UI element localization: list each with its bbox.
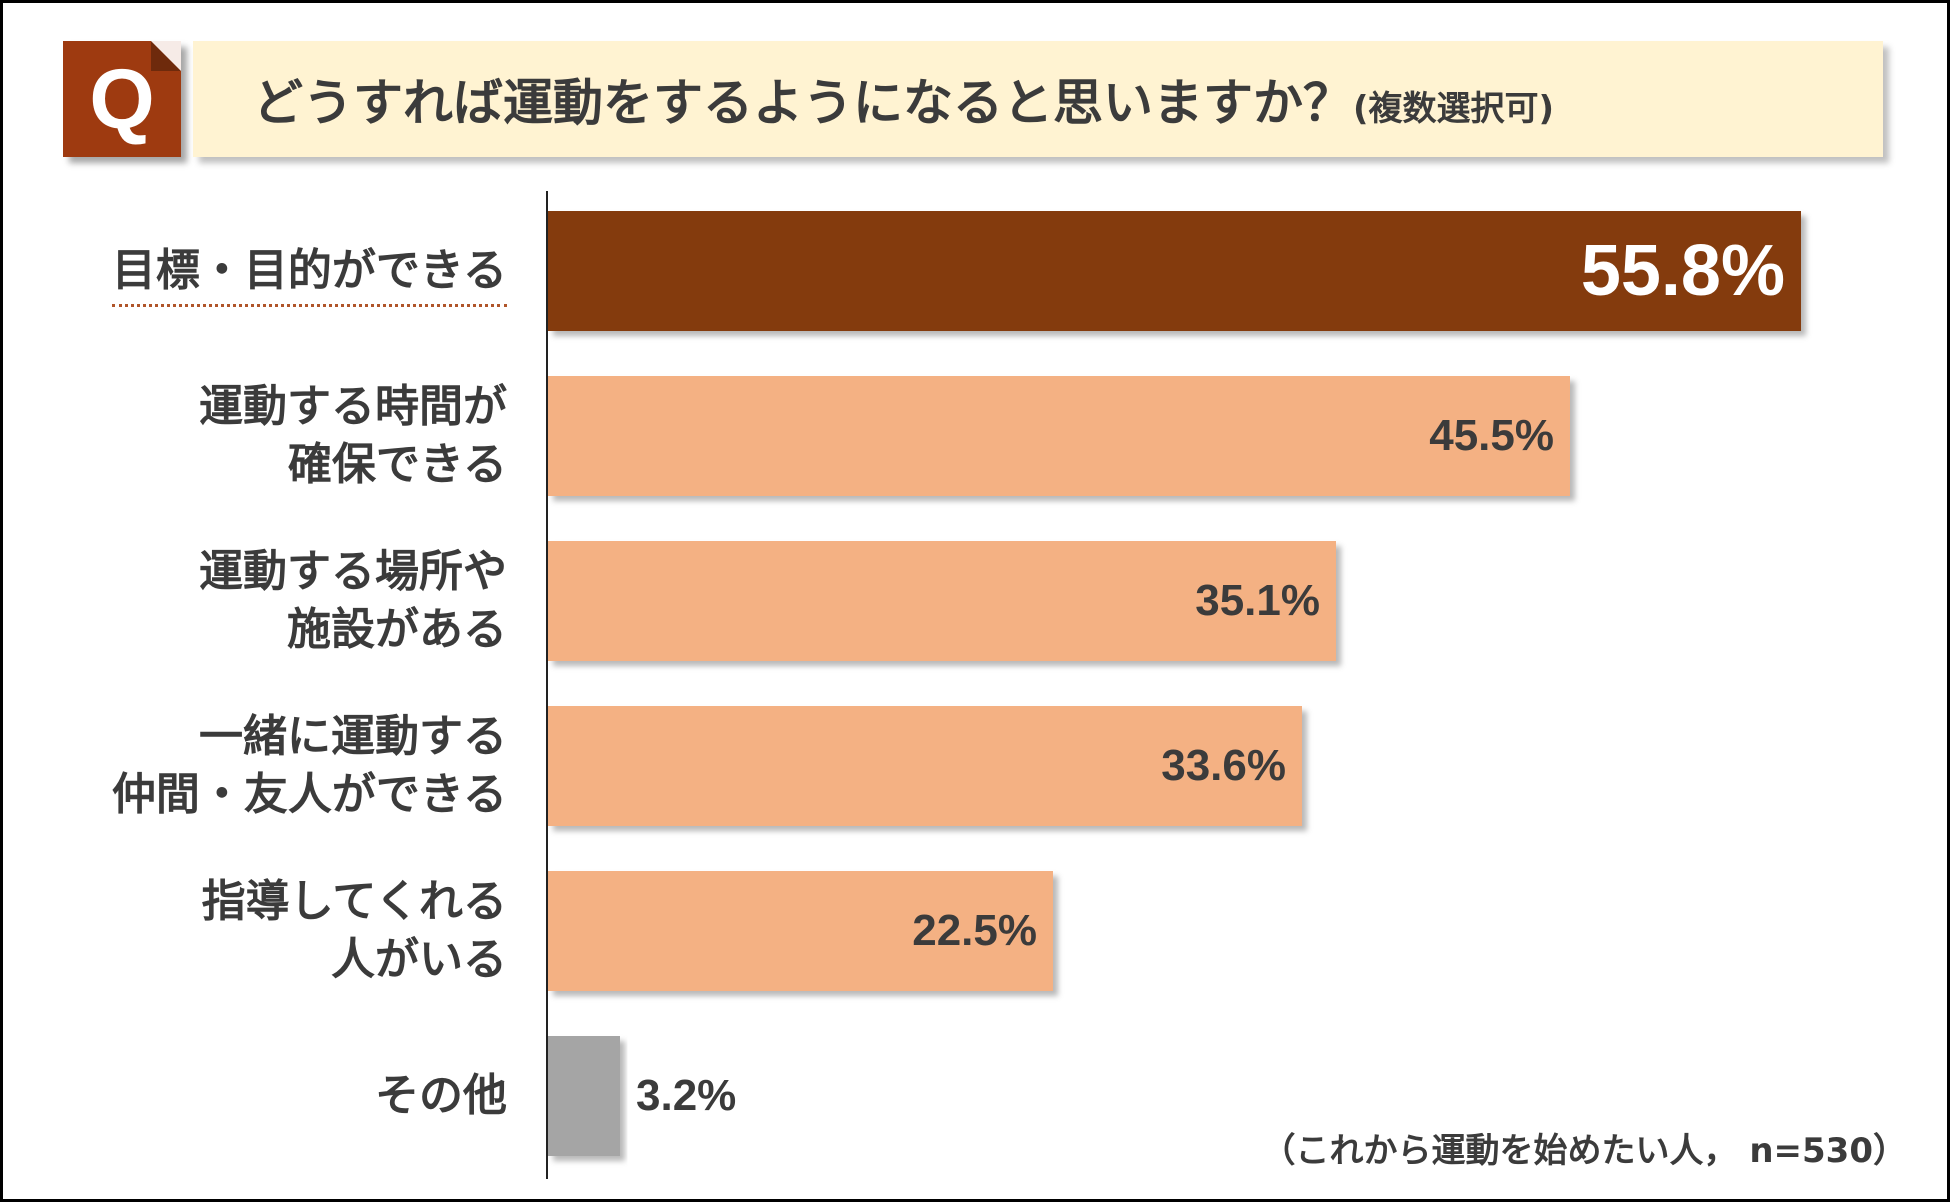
category-label-line: 確保できる xyxy=(287,439,507,490)
value-label-2: 35.1% xyxy=(1195,576,1320,625)
bar-5 xyxy=(548,1036,620,1156)
category-label-line: 運動する時間が xyxy=(199,381,507,432)
bars-layer xyxy=(548,211,1801,1156)
category-label-4: 指導してくれる人がいる xyxy=(47,873,507,989)
bar-1 xyxy=(548,376,1570,496)
category-label-line: 指導してくれる xyxy=(201,876,507,927)
category-label-2: 運動する場所や施設がある xyxy=(47,543,507,659)
value-label-0: 55.8% xyxy=(1580,231,1785,311)
sample-footnote: （これから運動を始めたい人， n=530） xyxy=(1261,1131,1907,1171)
category-label-line: 施設がある xyxy=(287,604,507,655)
question-text: どうすれば運動をするようになると思いますか？(複数選択可) xyxy=(253,63,1554,135)
bar-chart xyxy=(546,191,1801,1179)
category-label-line: 一緒に運動する xyxy=(199,711,507,762)
question-badge-letter: Q xyxy=(89,52,155,146)
value-label-1: 45.5% xyxy=(1429,411,1554,460)
value-label-4: 22.5% xyxy=(912,906,1037,955)
category-label-line: 人がいる xyxy=(331,934,507,985)
category-label-0: 目標・目的ができる xyxy=(47,242,507,307)
category-label-line: 仲間・友人ができる xyxy=(111,769,507,820)
category-label-3: 一緒に運動する仲間・友人ができる xyxy=(47,708,507,824)
bar-2 xyxy=(548,541,1336,661)
bar-0 xyxy=(548,211,1801,331)
value-label-3: 33.6% xyxy=(1161,741,1286,790)
bar-3 xyxy=(548,706,1302,826)
badge-fold xyxy=(151,41,181,71)
question-note: (複数選択可) xyxy=(1353,89,1555,129)
category-label-line: 目標・目的ができる xyxy=(111,245,507,307)
question-main: どうすれば運動をするようになると思いますか？ xyxy=(253,74,1353,132)
category-label-line: 運動する場所や xyxy=(199,546,507,597)
category-label-5: その他 xyxy=(47,1067,507,1125)
bar-4 xyxy=(548,871,1053,991)
category-label-line: その他 xyxy=(375,1070,507,1121)
category-label-1: 運動する時間が確保できる xyxy=(47,378,507,494)
question-badge: Q xyxy=(63,41,181,157)
value-label-5: 3.2% xyxy=(636,1071,737,1120)
question-banner: どうすれば運動をするようになると思いますか？(複数選択可) xyxy=(193,41,1883,157)
